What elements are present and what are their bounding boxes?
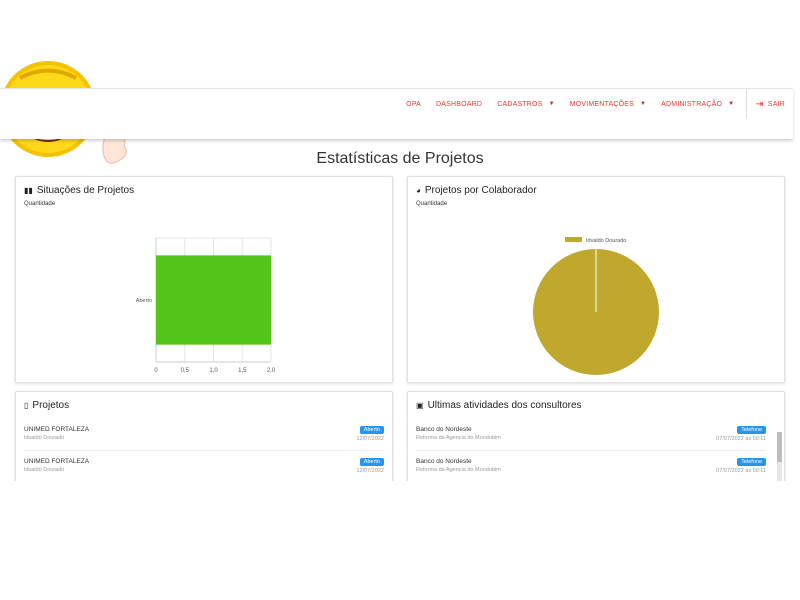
- y-category-label: Aberto: [136, 298, 152, 304]
- colaborador-panel: ◕ Projetos por Colaborador Quantidade Id…: [407, 176, 785, 383]
- project-row[interactable]: UNIMED FORTALEZA Idvaldo Dourado Aberto …: [24, 458, 384, 486]
- nav-item-label: DASHBOARD: [436, 100, 483, 108]
- project-date: 12/07/2022: [356, 436, 384, 442]
- caret-down-icon: ▼: [728, 101, 735, 107]
- activity-datetime: 07/07/2022 as 09:11: [716, 468, 766, 474]
- status-badge: Aberto: [359, 458, 384, 466]
- legend-label: Idvaldo Dourado: [586, 238, 626, 244]
- situacoes-panel-title: ▮▮ Situações de Projetos: [24, 185, 134, 196]
- nav-item-label: OPA: [406, 100, 422, 108]
- activity-desc: Reforma da Agencia do Mondubim: [416, 467, 501, 473]
- situacoes-bar-chart: 0 0,5 1,0 1,5 2,0 Aberto: [136, 237, 276, 374]
- legend-swatch: [565, 237, 582, 242]
- logout-icon: ⇥: [755, 98, 764, 110]
- projetos-panel: ▯ Projetos UNIMED FORTALEZA Idvaldo Dour…: [15, 391, 393, 493]
- nav-item-movimentacoes[interactable]: MOVIMENTAÇÕES ▼: [570, 101, 646, 108]
- nav-divider: [746, 89, 748, 119]
- x-tick-label: 2,0: [267, 368, 276, 374]
- row-divider: [24, 450, 384, 451]
- scrollbar-thumb[interactable]: [777, 432, 782, 462]
- briefcase-icon: ▣: [416, 401, 424, 410]
- activity-row[interactable]: Banco do Nordeste Reforma da Agencia do …: [416, 426, 766, 454]
- situacoes-subtitle: Quantidade: [24, 201, 56, 207]
- caret-down-icon: ▼: [640, 101, 647, 107]
- nav-item-label: MOVIMENTAÇÕES: [569, 100, 635, 108]
- blank-area: [0, 481, 800, 600]
- projetos-title-text: Projetos: [32, 400, 70, 411]
- colaborador-subtitle: Quantidade: [416, 201, 448, 207]
- logout-button[interactable]: ⇥ SAIR: [747, 99, 785, 110]
- x-tick-label: 1,0: [209, 368, 218, 374]
- project-person: Idvaldo Dourado: [24, 435, 65, 441]
- project-name: UNIMED FORTALEZA: [24, 458, 90, 465]
- nav-item-opa[interactable]: OPA: [406, 101, 421, 108]
- project-date: 12/07/2022: [356, 468, 384, 474]
- nav-item-label: ADMINISTRAÇÃO: [661, 100, 723, 108]
- atividades-panel-title: ▣ Ultimas atividades dos consultores: [416, 400, 582, 411]
- nav-item-label: CADASTROS: [497, 100, 543, 108]
- atividades-title-text: Ultimas atividades dos consultores: [427, 400, 582, 411]
- projetos-panel-title: ▯ Projetos: [24, 400, 69, 411]
- x-tick-label: 0: [154, 368, 158, 374]
- bar-chart-icon: ▮▮: [24, 186, 33, 195]
- project-name: UNIMED FORTALEZA: [24, 426, 90, 433]
- logout-label: SAIR: [767, 100, 785, 108]
- nav-item-administracao[interactable]: ADMINISTRAÇÃO ▼: [661, 101, 734, 108]
- page-title: Estatísticas de Projetos: [316, 150, 484, 167]
- row-divider: [416, 450, 766, 451]
- activity-row[interactable]: Banco do Nordeste Reforma da Agencia do …: [416, 458, 766, 486]
- atividades-panel: ▣ Ultimas atividades dos consultores Ban…: [407, 391, 785, 493]
- x-tick-label: 1,5: [238, 368, 247, 374]
- project-row[interactable]: UNIMED FORTALEZA Idvaldo Dourado Aberto …: [24, 426, 384, 454]
- nav-item-dashboard[interactable]: DASHBOARD: [436, 101, 482, 108]
- nav-menu: OPA DASHBOARD CADASTROS ▼ MOVIMENTAÇÕES …: [391, 89, 785, 119]
- nav-item-cadastros[interactable]: CADASTROS ▼: [497, 101, 555, 108]
- caret-down-icon: ▼: [548, 101, 555, 107]
- situacoes-title-text: Situações de Projetos: [36, 185, 135, 196]
- activity-desc: Reforma da Agencia do Mondubim: [416, 435, 501, 441]
- colaborador-panel-title: ◕ Projetos por Colaborador: [416, 185, 537, 196]
- top-navbar: OPA DASHBOARD CADASTROS ▼ MOVIMENTAÇÕES …: [0, 88, 793, 139]
- situacoes-panel: ▮▮ Situações de Projetos Quantidade 0 0,5…: [15, 176, 393, 383]
- activity-client: Banco do Nordeste: [416, 458, 472, 465]
- status-badge: Aberto: [359, 426, 384, 434]
- colaborador-pie-chart: Idvaldo Dourado: [533, 237, 659, 375]
- clipboard-icon: ▯: [24, 401, 29, 410]
- activity-type-badge: Telefone: [737, 458, 766, 466]
- activity-client: Banco do Nordeste: [416, 426, 472, 433]
- activity-datetime: 07/07/2022 as 09:11: [716, 436, 766, 442]
- colaborador-title-text: Projetos por Colaborador: [424, 185, 537, 196]
- pie-chart-icon: ◕: [416, 186, 421, 195]
- bar-aberto: [156, 255, 271, 345]
- x-tick-label: 0,5: [181, 368, 190, 374]
- project-person: Idvaldo Dourado: [24, 467, 65, 473]
- activity-type-badge: Telefone: [737, 426, 766, 434]
